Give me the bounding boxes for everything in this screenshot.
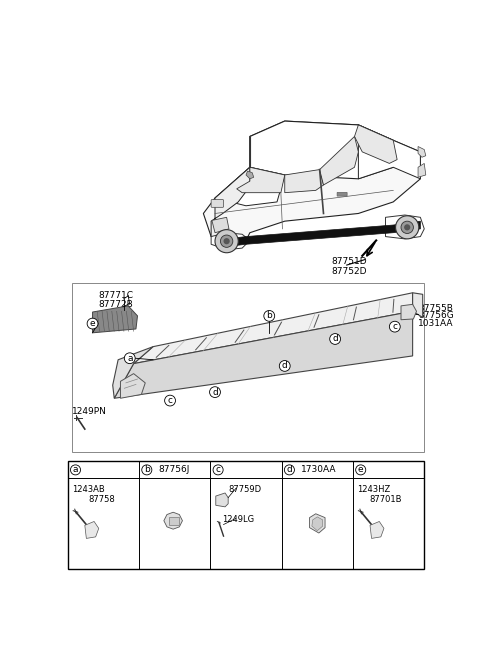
Polygon shape (227, 221, 420, 247)
Circle shape (71, 465, 81, 475)
Text: c: c (392, 322, 397, 331)
Text: 1730AA: 1730AA (301, 465, 336, 474)
Circle shape (330, 334, 340, 344)
Text: 87756J: 87756J (158, 465, 190, 474)
Polygon shape (312, 517, 323, 531)
Polygon shape (113, 346, 153, 398)
Text: 1249LG: 1249LG (222, 516, 254, 524)
Polygon shape (204, 121, 420, 240)
Polygon shape (133, 293, 413, 363)
Text: c: c (168, 396, 172, 405)
Circle shape (389, 321, 400, 332)
Polygon shape (418, 146, 426, 157)
Text: 1031AA: 1031AA (418, 319, 454, 328)
Text: a: a (127, 354, 132, 363)
Circle shape (401, 221, 413, 234)
FancyBboxPatch shape (168, 517, 180, 525)
Polygon shape (250, 121, 393, 179)
Circle shape (284, 465, 294, 475)
Polygon shape (413, 293, 423, 318)
Polygon shape (211, 167, 250, 240)
FancyBboxPatch shape (68, 461, 424, 569)
Text: d: d (332, 335, 338, 344)
Text: 87755B: 87755B (418, 304, 453, 313)
Circle shape (279, 361, 290, 371)
Circle shape (215, 230, 238, 253)
Text: d: d (212, 388, 218, 397)
Polygon shape (212, 217, 229, 233)
Text: d: d (287, 465, 292, 474)
Text: 1243HZ: 1243HZ (357, 485, 390, 494)
Polygon shape (285, 170, 324, 193)
Text: 87771C: 87771C (99, 291, 134, 300)
Polygon shape (401, 304, 417, 319)
Text: c: c (216, 465, 221, 474)
Text: 87756G: 87756G (418, 312, 454, 320)
Text: b: b (144, 465, 150, 474)
FancyBboxPatch shape (211, 199, 224, 207)
Polygon shape (355, 125, 397, 163)
Text: d: d (282, 361, 288, 371)
Circle shape (142, 465, 152, 475)
Text: e: e (90, 319, 96, 328)
Polygon shape (237, 167, 285, 193)
Text: 87751D: 87751D (331, 257, 367, 266)
Polygon shape (114, 311, 413, 398)
Text: 1249PN: 1249PN (72, 407, 107, 416)
Polygon shape (370, 522, 384, 539)
Circle shape (124, 353, 135, 363)
Polygon shape (93, 306, 137, 333)
Circle shape (404, 224, 410, 230)
Polygon shape (246, 171, 254, 179)
Polygon shape (385, 215, 424, 239)
Polygon shape (85, 522, 99, 539)
Circle shape (356, 465, 366, 475)
Circle shape (213, 465, 223, 475)
FancyBboxPatch shape (72, 283, 424, 452)
Circle shape (87, 318, 98, 329)
Polygon shape (310, 514, 325, 533)
Text: 87752D: 87752D (331, 267, 367, 276)
Text: 87701B: 87701B (369, 495, 402, 504)
Polygon shape (211, 233, 250, 250)
Polygon shape (418, 163, 426, 177)
Circle shape (165, 395, 176, 406)
Polygon shape (164, 512, 182, 529)
Polygon shape (359, 125, 420, 179)
Text: a: a (73, 465, 78, 474)
Circle shape (396, 216, 419, 239)
Text: 87759D: 87759D (228, 485, 261, 493)
Text: 87758: 87758 (89, 495, 115, 504)
Text: 87772B: 87772B (99, 300, 133, 309)
Polygon shape (215, 167, 285, 206)
Text: e: e (358, 465, 363, 474)
Polygon shape (320, 136, 359, 185)
Text: b: b (266, 312, 272, 320)
Polygon shape (120, 374, 145, 398)
Text: 1243AB: 1243AB (72, 485, 104, 494)
Circle shape (210, 387, 220, 398)
Circle shape (220, 235, 233, 247)
Circle shape (264, 310, 275, 321)
Circle shape (224, 238, 230, 244)
FancyBboxPatch shape (337, 192, 347, 196)
Polygon shape (216, 493, 228, 507)
